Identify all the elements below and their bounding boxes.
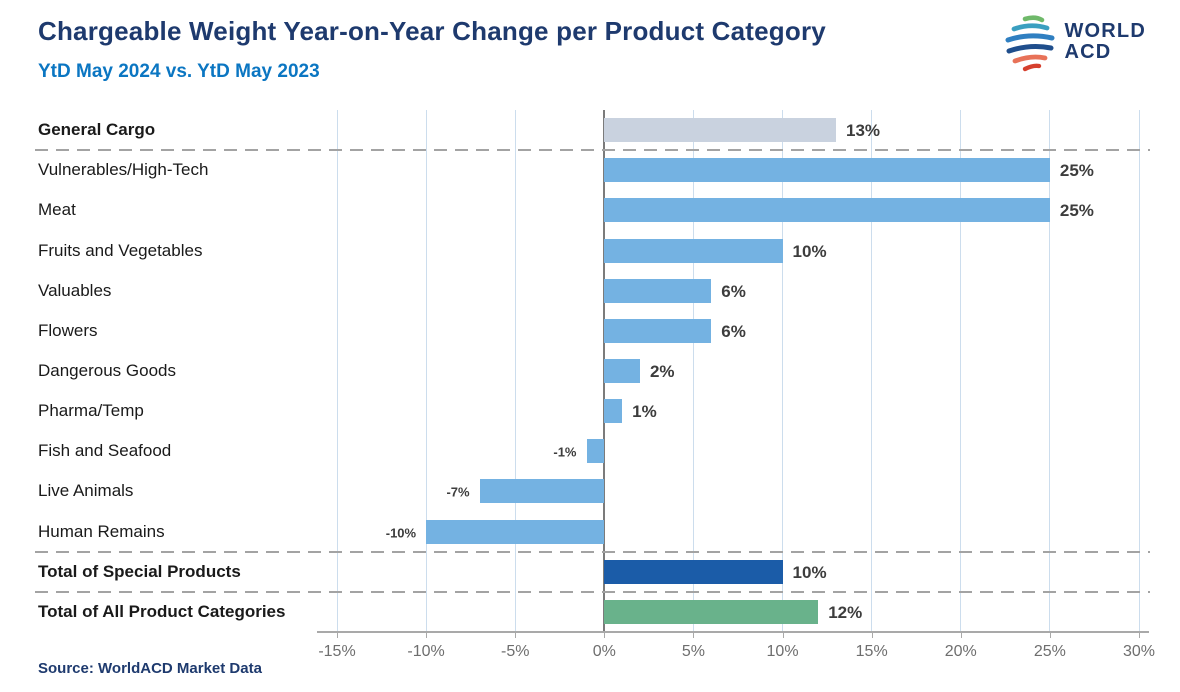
dashed-separator (35, 550, 1150, 553)
gridline (871, 110, 873, 632)
dashed-separator (35, 149, 1150, 152)
category-label: Valuables (38, 280, 112, 300)
x-tick-label: -10% (407, 643, 445, 660)
globe-icon (1005, 15, 1055, 72)
category-label: Flowers (38, 320, 98, 340)
value-label: 10% (792, 562, 827, 582)
value-label: 1% (632, 402, 657, 422)
worldacd-logo: WORLD ACD (999, 12, 1146, 72)
x-tick-label: 20% (944, 643, 977, 660)
category-label: Fruits and Vegetables (38, 240, 203, 260)
category-label: Dangerous Goods (38, 361, 176, 380)
gridline (692, 110, 694, 632)
chart-subtitle: YtD May 2024 vs. YtD May 2023 (38, 61, 320, 82)
x-tick-label: 15% (855, 643, 888, 660)
category-label: Meat (38, 200, 76, 220)
gridline (960, 110, 962, 632)
x-tick-label: -5% (500, 643, 530, 660)
x-tick-label: 30% (1122, 643, 1156, 660)
x-tick-mark (871, 633, 873, 638)
bar (604, 118, 837, 143)
category-label: Live Animals (38, 481, 134, 501)
x-tick-label: 25% (1033, 643, 1066, 660)
bar (604, 278, 712, 303)
x-tick-mark (1049, 633, 1051, 638)
value-label: 25% (1059, 201, 1094, 221)
chart-title: Chargeable Weight Year-on-Year Change pe… (38, 16, 826, 46)
gridline (1138, 110, 1140, 632)
bar (604, 559, 783, 584)
dashed-separator (35, 590, 1150, 593)
logo-word-world: WORLD (1064, 20, 1146, 42)
x-tick-mark (693, 633, 695, 638)
x-tick-label: -15% (318, 643, 356, 660)
bar (426, 519, 605, 544)
bar (604, 238, 783, 263)
x-tick-mark (1139, 633, 1140, 638)
logo-text: WORLD ACD (1064, 21, 1146, 63)
value-label: 25% (1059, 161, 1094, 181)
category-label: Total of Special Products (38, 561, 241, 581)
bar (604, 318, 712, 343)
gridline (425, 110, 427, 632)
x-tick-mark (337, 633, 338, 638)
value-label: -10% (385, 525, 417, 541)
x-tick-mark (782, 633, 784, 638)
logo-word-acd: ACD (1064, 41, 1112, 63)
gridline (1049, 110, 1051, 632)
value-label: 6% (721, 281, 746, 301)
x-tick-mark (426, 633, 428, 638)
gridline (336, 110, 338, 632)
value-label: 2% (649, 362, 675, 381)
bar (604, 359, 640, 383)
category-label: Total of All Product Categories (38, 601, 286, 621)
bar (586, 439, 605, 464)
bar (604, 599, 819, 624)
value-label: 6% (721, 321, 746, 341)
x-axis-line (317, 631, 1149, 633)
bar (604, 399, 623, 424)
value-label: 13% (846, 121, 881, 141)
value-label: -7% (446, 484, 470, 500)
category-label: Pharma/Temp (38, 401, 144, 421)
value-label: -1% (553, 444, 577, 460)
x-tick-label: 10% (766, 643, 799, 660)
x-tick-label: 5% (681, 643, 705, 660)
x-tick-mark (604, 633, 606, 638)
category-label: Human Remains (38, 521, 165, 541)
x-tick-mark (960, 633, 962, 638)
value-label: 10% (792, 241, 827, 261)
bar (479, 479, 605, 504)
value-label: 12% (828, 602, 863, 622)
gridline (514, 110, 516, 632)
gridline (782, 110, 784, 632)
x-tick-label: 0% (592, 643, 616, 660)
x-tick-mark (515, 633, 517, 638)
source-note: Source: WorldACD Market Data (38, 660, 262, 677)
category-label: Vulnerables/High-Tech (38, 160, 209, 180)
category-label: General Cargo (38, 120, 156, 140)
bar (604, 198, 1050, 223)
category-label: Fish and Seafood (38, 441, 172, 461)
bar (604, 158, 1050, 183)
